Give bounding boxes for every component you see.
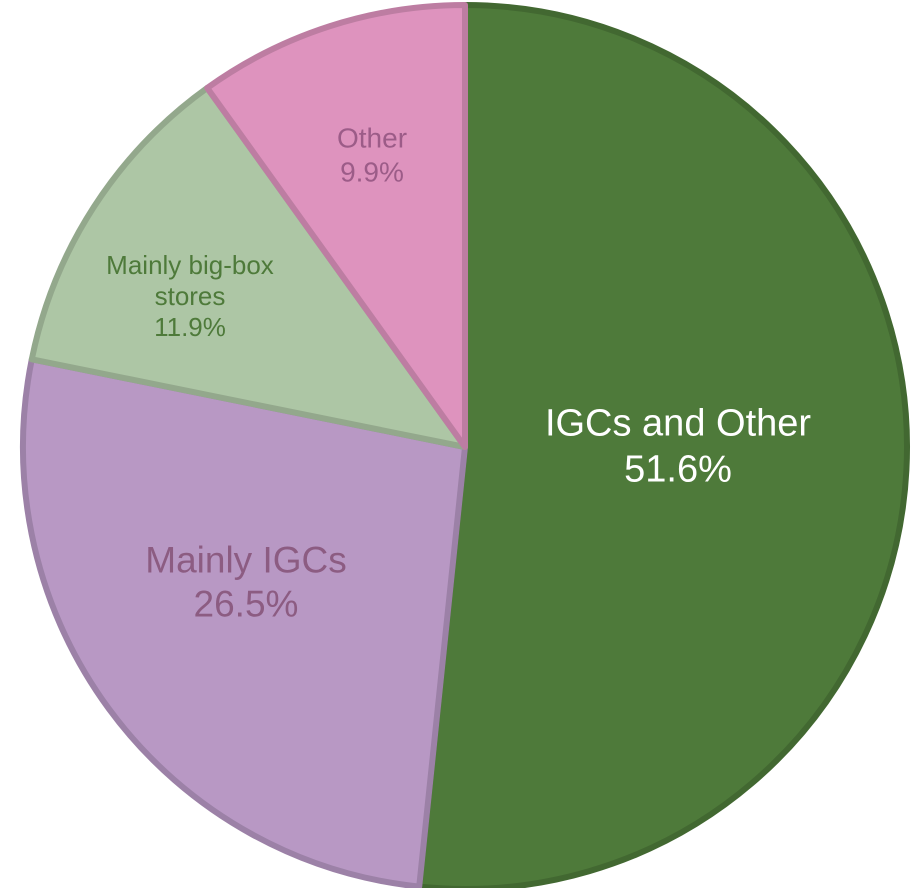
category-label: Mainly big-box stores xyxy=(105,250,275,312)
page: {"chart_data": {"type": "pie", "categori… xyxy=(0,0,917,888)
category-label: Mainly IGCs xyxy=(96,539,396,583)
value-label: 26.5% xyxy=(96,583,396,627)
value-label: 51.6% xyxy=(508,447,848,493)
category-label: IGCs and Other xyxy=(508,401,848,447)
value-label: 9.9% xyxy=(292,155,452,189)
category-label: Other xyxy=(292,121,452,155)
value-label: 11.9% xyxy=(105,313,275,344)
